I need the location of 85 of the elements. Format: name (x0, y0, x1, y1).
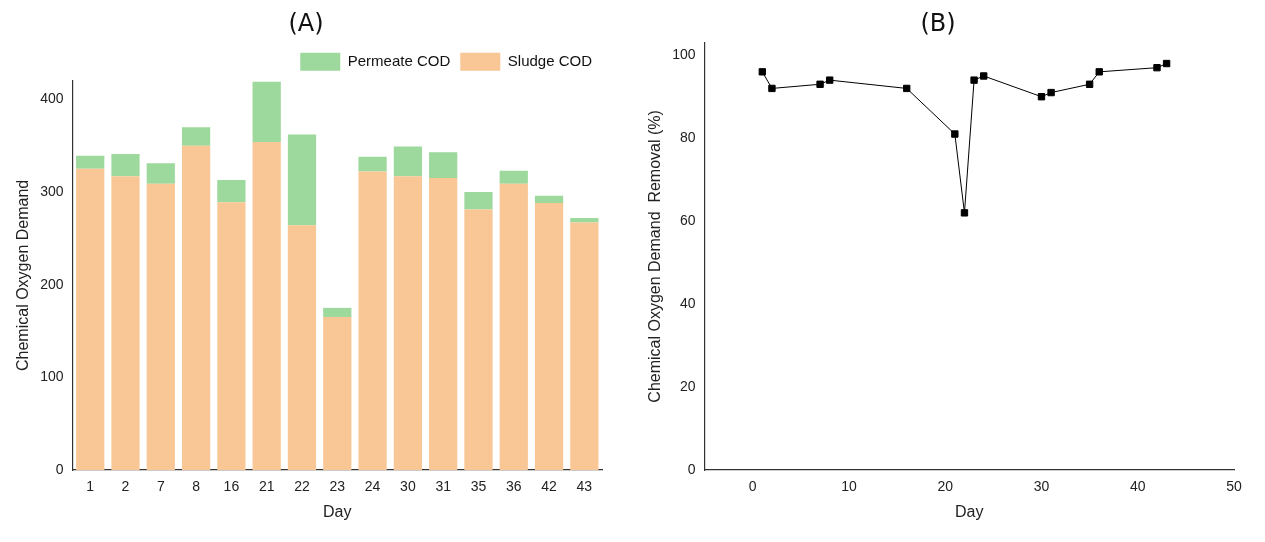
point (1037, 93, 1046, 101)
point (816, 80, 824, 88)
x-tick-label: 22 (294, 478, 310, 495)
x-tick-label: 8 (192, 478, 201, 495)
bar (252, 141, 281, 470)
x-tick-label: 10 (841, 478, 857, 495)
x-tick-label: 16 (223, 478, 240, 495)
y-tick-label: 60 (679, 212, 696, 229)
bar (181, 145, 211, 470)
point (903, 84, 911, 93)
bar (393, 176, 422, 470)
bar (76, 155, 105, 169)
bar (534, 195, 564, 204)
y-tick-label: 400 (40, 90, 64, 107)
y-tick-label: 0 (687, 460, 696, 477)
y-tick-label: 20 (679, 377, 696, 394)
bar (570, 222, 599, 470)
x-tick-label: 31 (435, 478, 452, 495)
point (960, 209, 969, 217)
x-axis-title: Day (323, 502, 352, 520)
x-tick-label: 35 (470, 478, 487, 495)
bar (252, 81, 281, 142)
bar (499, 170, 528, 184)
bar (429, 178, 458, 470)
point (980, 72, 988, 80)
x-tick-label: 40 (1129, 478, 1146, 495)
bar (111, 154, 140, 177)
y-tick-label: 300 (40, 182, 64, 199)
bar (358, 156, 387, 172)
x-tick-label: 36 (505, 478, 522, 495)
x-tick-label: 42 (541, 478, 558, 495)
bar (111, 176, 140, 470)
bar (217, 179, 246, 203)
y-tick-label: 100 (672, 46, 696, 63)
point (1095, 68, 1103, 76)
point (768, 84, 776, 93)
bar (287, 134, 317, 226)
bar (393, 146, 422, 177)
x-tick-label: 50 (1226, 478, 1242, 495)
x-tick-label: 43 (576, 478, 593, 495)
bar (534, 203, 564, 470)
y-tick-label: 40 (679, 294, 696, 311)
bar (323, 307, 352, 318)
bar (499, 183, 528, 470)
x-tick-label: 24 (364, 478, 381, 495)
y-axis-title: Chemical Oxygen Demand (14, 179, 32, 371)
point (1153, 64, 1161, 72)
chart-title: (A) (288, 8, 324, 37)
bar (464, 209, 493, 470)
bar (429, 152, 458, 179)
legend-label: Sludge COD (507, 51, 593, 69)
x-tick-label: 0 (748, 478, 757, 495)
x-tick-label: 30 (400, 478, 416, 495)
bar (464, 192, 493, 210)
point (951, 130, 959, 138)
y-tick-label: 100 (40, 368, 64, 385)
x-tick-label: 1 (86, 478, 95, 495)
point (758, 68, 766, 76)
bar (181, 127, 211, 146)
x-tick-label: 30 (1033, 478, 1050, 495)
y-tick-label: 0 (55, 460, 64, 477)
legend-label: Permeate COD (347, 51, 451, 69)
x-tick-label: 23 (329, 478, 346, 495)
x-tick-label: 7 (156, 478, 165, 495)
y-axis-title: Chemical Oxygen Demand Removal (%) (646, 110, 664, 403)
bar (358, 171, 387, 470)
bar (217, 202, 246, 470)
point (1047, 88, 1055, 97)
bar (570, 217, 599, 223)
point (1085, 80, 1094, 88)
bar (76, 168, 105, 470)
point (970, 76, 978, 84)
x-tick-label: 2 (121, 478, 130, 495)
chart-title: (B) (920, 8, 956, 37)
x-tick-label: 21 (258, 478, 275, 495)
point (826, 76, 834, 84)
y-tick-label: 80 (679, 129, 696, 146)
point (1162, 59, 1171, 68)
x-axis-title: Day (955, 502, 984, 520)
x-tick-label: 20 (937, 478, 954, 495)
bar (146, 183, 175, 470)
bar (323, 317, 352, 470)
y-tick-label: 200 (40, 275, 64, 292)
bar (287, 225, 317, 470)
bar (146, 163, 175, 184)
